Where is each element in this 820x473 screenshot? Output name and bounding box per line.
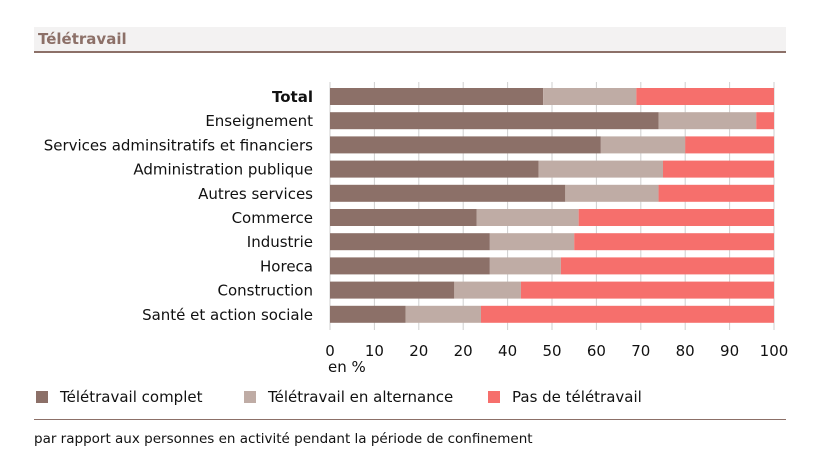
category-label: Total [272,88,313,106]
x-tick-label: 80 [676,342,695,360]
bar-segment [454,281,521,299]
legend-swatch [244,391,256,403]
legend-swatch [488,391,500,403]
bar-segment [538,160,663,178]
bar-segment [578,209,774,226]
bar-segment [658,184,774,202]
x-tick-label: 20 [454,342,473,360]
legend-label: Pas de télétravail [512,388,642,406]
bar-segment [565,184,659,202]
bar-segment [636,88,774,105]
x-tick-label: 70 [631,342,650,360]
bar-segment [330,112,659,130]
chart-title: Télétravail [38,30,127,48]
category-label: Autres services [198,185,313,203]
bar-segment [543,88,637,105]
bar-segment [663,160,774,178]
category-label: Construction [217,282,313,300]
x-tick-label: 90 [720,342,739,360]
bar-segment [574,233,774,251]
x-tick-label: 10 [365,342,384,360]
bar-segment [330,233,490,251]
x-tick-label: 20 [409,342,428,360]
legend-swatch [36,391,48,403]
bar-segment [405,305,481,323]
x-tick-label: 40 [498,342,517,360]
category-label: Industrie [247,233,313,251]
bar-segment [330,88,544,105]
bar-segment [489,233,575,251]
x-tick-label: 60 [587,342,606,360]
category-label: Commerce [232,209,313,227]
bar-segment [685,136,774,154]
legend-item-2: Pas de télétravail [488,388,642,406]
bar-segment [560,257,774,275]
bar-segment [756,112,774,130]
bar-segment [330,305,406,323]
bar-segment [658,112,757,130]
legend-label: Télétravail en alternance [268,388,454,406]
category-label: Administration publique [133,161,313,179]
bar-segment [480,305,774,323]
legend-item-0: Télétravail complet [36,388,203,406]
bar-segment [489,257,561,275]
category-label: Enseignement [205,112,313,130]
bar-segment [520,281,774,299]
bar-segment [330,281,455,299]
legend-label: Télétravail complet [60,388,203,406]
bar-segment [330,160,539,178]
bar-segment [330,209,477,226]
bar-segment [476,209,579,226]
x-tick-label: 50 [542,342,561,360]
category-label: Services adminsitratifs et financiers [44,136,313,154]
x-tick-label: 100 [760,342,789,360]
x-axis-label: en % [328,358,366,376]
bar-segment [330,257,490,275]
title-bar: Télétravail [34,27,786,53]
bar-segment [330,136,601,154]
category-label: Santé et action sociale [142,306,313,324]
legend-item-1: Télétravail en alternance [244,388,453,406]
footnote: par rapport aux personnes en activité pe… [34,431,533,447]
bar-segment [600,136,686,154]
category-label: Horeca [260,257,313,275]
divider [34,419,786,420]
x-tick-label: 0 [325,342,335,360]
bar-segment [330,184,566,202]
